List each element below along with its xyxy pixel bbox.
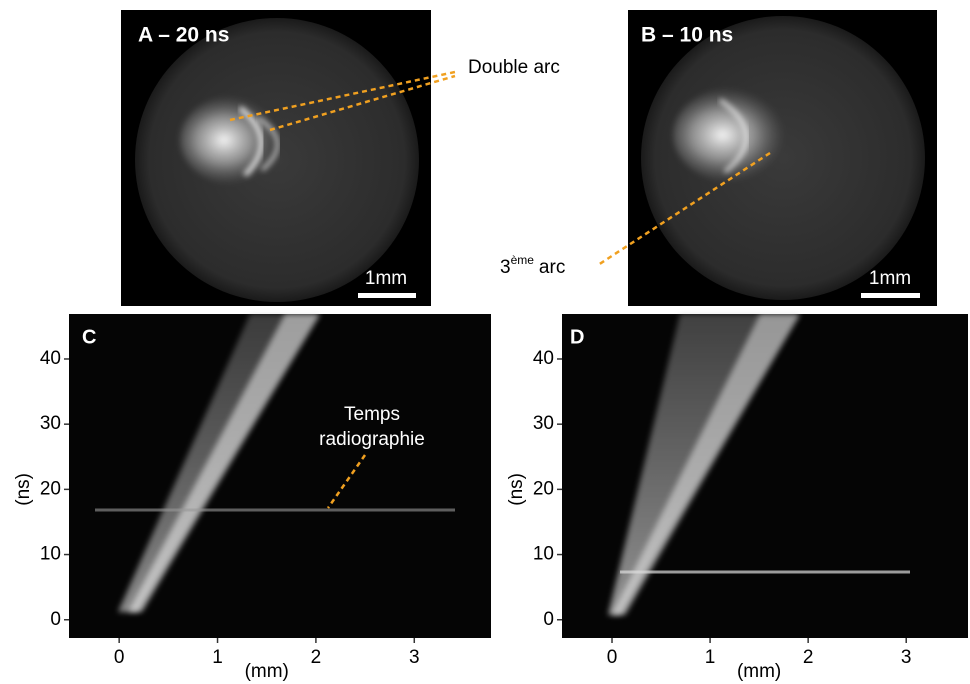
x-tick-label: 2 [803, 647, 814, 668]
streak [612, 314, 800, 615]
y-tick-label: 0 [50, 609, 61, 630]
panel-d-image: D [562, 314, 968, 638]
x-axis-label: (mm) [737, 661, 781, 682]
annotation: 3 [500, 257, 511, 278]
arc [256, 116, 280, 172]
pointer [597, 151, 771, 267]
annotation: ème [511, 253, 535, 267]
y-tick-label: 30 [40, 413, 61, 434]
panel-label: D [570, 326, 584, 348]
panel-c-image: C [69, 314, 491, 638]
x-tick-label: 3 [409, 647, 420, 668]
annotation: 3ème arc [500, 253, 565, 278]
panel-label: B – 10 ns [641, 24, 733, 47]
y-tick-label: 10 [40, 544, 61, 565]
annotation: Double arc [468, 57, 560, 78]
panel-b: B – 10 ns 1mm [628, 10, 937, 306]
x-tick-label: 0 [607, 647, 618, 668]
y-tick-label: 10 [533, 544, 554, 565]
y-tick-label: 20 [40, 478, 61, 499]
y-tick-label: 20 [533, 478, 554, 499]
y-axis-label: (ns) [506, 473, 527, 506]
x-tick-label: 1 [705, 647, 716, 668]
scale-bar [861, 293, 920, 298]
panel-label: C [82, 326, 96, 348]
y-tick-label: 40 [40, 348, 61, 369]
panel-label: A – 20 ns [138, 24, 229, 47]
y-tick-label: 30 [533, 413, 554, 434]
x-tick-label: 3 [901, 647, 912, 668]
annotation: Temps [344, 404, 400, 425]
pointer [326, 454, 367, 509]
plasma [673, 87, 797, 183]
arc [718, 98, 749, 174]
y-tick-label: 40 [533, 348, 554, 369]
scale-bar-label: 1mm [869, 268, 911, 289]
annotation: radiographie [319, 429, 425, 450]
panel-a: A – 20 ns 1mm [121, 10, 431, 306]
annotation: arc [539, 257, 565, 278]
x-tick-label: 1 [212, 647, 223, 668]
annotations: Double arc 3ème arc Temps radiographie [229, 57, 771, 509]
y-axis-label: (ns) [13, 473, 34, 506]
pointer [229, 70, 456, 122]
plasma [180, 95, 290, 185]
scale-bar [358, 293, 416, 298]
scale-bar-label: 1mm [365, 268, 407, 289]
x-tick-label: 0 [114, 647, 125, 668]
x-tick-label: 2 [311, 647, 322, 668]
arc [238, 106, 264, 177]
x-axis-label: (mm) [245, 661, 289, 682]
streak [128, 314, 320, 612]
y-tick-label: 0 [543, 609, 554, 630]
